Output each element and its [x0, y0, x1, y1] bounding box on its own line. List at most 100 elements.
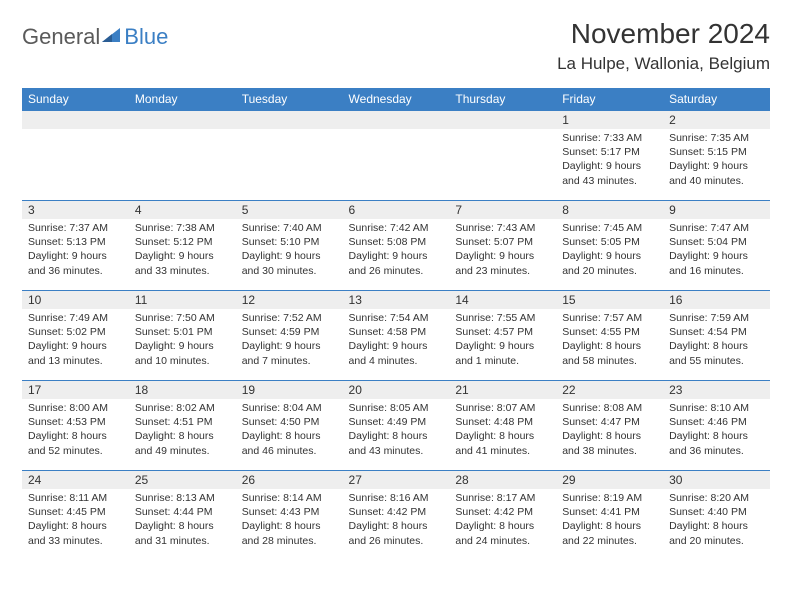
daylight-text: Daylight: 9 hours and 4 minutes.: [349, 339, 444, 367]
sunset-text: Sunset: 4:48 PM: [455, 415, 550, 429]
week-row: 24Sunrise: 8:11 AMSunset: 4:45 PMDayligh…: [22, 471, 770, 561]
day-content: Sunrise: 7:33 AMSunset: 5:17 PMDaylight:…: [556, 129, 663, 190]
day-number: 17: [22, 381, 129, 399]
daylight-text: Daylight: 9 hours and 16 minutes.: [669, 249, 764, 277]
day-header-monday: Monday: [129, 88, 236, 111]
daylight-text: Daylight: 9 hours and 23 minutes.: [455, 249, 550, 277]
day-content: Sunrise: 7:37 AMSunset: 5:13 PMDaylight:…: [22, 219, 129, 280]
day-number: 5: [236, 201, 343, 219]
day-header-row: Sunday Monday Tuesday Wednesday Thursday…: [22, 88, 770, 111]
day-cell: [236, 111, 343, 201]
daylight-text: Daylight: 9 hours and 1 minute.: [455, 339, 550, 367]
sunset-text: Sunset: 4:55 PM: [562, 325, 657, 339]
sunset-text: Sunset: 4:58 PM: [349, 325, 444, 339]
day-cell: 24Sunrise: 8:11 AMSunset: 4:45 PMDayligh…: [22, 471, 129, 561]
sunrise-text: Sunrise: 7:45 AM: [562, 221, 657, 235]
day-number: 23: [663, 381, 770, 399]
day-cell: 22Sunrise: 8:08 AMSunset: 4:47 PMDayligh…: [556, 381, 663, 471]
day-content: Sunrise: 8:11 AMSunset: 4:45 PMDaylight:…: [22, 489, 129, 550]
week-row: 1Sunrise: 7:33 AMSunset: 5:17 PMDaylight…: [22, 111, 770, 201]
week-row: 10Sunrise: 7:49 AMSunset: 5:02 PMDayligh…: [22, 291, 770, 381]
day-cell: 13 Sunrise: 7:54 AMSunset: 4:58 PMDayligh…: [343, 291, 450, 381]
day-number: 13: [343, 291, 450, 309]
day-header-saturday: Saturday: [663, 88, 770, 111]
sunrise-text: Sunrise: 7:47 AM: [669, 221, 764, 235]
day-content: Sunrise: 8:14 AMSunset: 4:43 PMDaylight:…: [236, 489, 343, 550]
day-number: 4: [129, 201, 236, 219]
sunrise-text: Sunrise: 7:49 AM: [28, 311, 123, 325]
day-cell: [22, 111, 129, 201]
daylight-text: Daylight: 8 hours and 31 minutes.: [135, 519, 230, 547]
sunrise-text: Sunrise: 7:35 AM: [669, 131, 764, 145]
sunrise-text: Sunrise: 7:54 AM: [349, 311, 444, 325]
day-number: 27: [343, 471, 450, 489]
day-cell: 27Sunrise: 8:16 AMSunset: 4:42 PMDayligh…: [343, 471, 450, 561]
sunset-text: Sunset: 4:51 PM: [135, 415, 230, 429]
sunset-text: Sunset: 5:04 PM: [669, 235, 764, 249]
day-content: Sunrise: 8:20 AMSunset: 4:40 PMDaylight:…: [663, 489, 770, 550]
day-number: 6: [343, 201, 450, 219]
day-content: Sunrise: 8:13 AMSunset: 4:44 PMDaylight:…: [129, 489, 236, 550]
day-number: 12: [236, 291, 343, 309]
day-cell: 29Sunrise: 8:19 AMSunset: 4:41 PMDayligh…: [556, 471, 663, 561]
day-number: 9: [663, 201, 770, 219]
sunset-text: Sunset: 5:08 PM: [349, 235, 444, 249]
day-content: Sunrise: 8:04 AMSunset: 4:50 PMDaylight:…: [236, 399, 343, 460]
daylight-text: Daylight: 8 hours and 28 minutes.: [242, 519, 337, 547]
day-content: Sunrise: 7:43 AMSunset: 5:07 PMDaylight:…: [449, 219, 556, 280]
sunset-text: Sunset: 4:46 PM: [669, 415, 764, 429]
logo-text-blue: Blue: [124, 24, 168, 50]
day-cell: 25Sunrise: 8:13 AMSunset: 4:44 PMDayligh…: [129, 471, 236, 561]
day-cell: 5Sunrise: 7:40 AMSunset: 5:10 PMDaylight…: [236, 201, 343, 291]
logo: General Blue: [22, 18, 168, 50]
day-content: Sunrise: 7:35 AMSunset: 5:15 PMDaylight:…: [663, 129, 770, 190]
day-content: Sunrise: 8:02 AMSunset: 4:51 PMDaylight:…: [129, 399, 236, 460]
empty-day-bar: [129, 111, 236, 129]
day-number: 30: [663, 471, 770, 489]
daylight-text: Daylight: 9 hours and 10 minutes.: [135, 339, 230, 367]
day-cell: [343, 111, 450, 201]
sunset-text: Sunset: 4:54 PM: [669, 325, 764, 339]
daylight-text: Daylight: 8 hours and 55 minutes.: [669, 339, 764, 367]
daylight-text: Daylight: 9 hours and 20 minutes.: [562, 249, 657, 277]
sunset-text: Sunset: 5:17 PM: [562, 145, 657, 159]
daylight-text: Daylight: 9 hours and 13 minutes.: [28, 339, 123, 367]
sunset-text: Sunset: 5:05 PM: [562, 235, 657, 249]
daylight-text: Daylight: 9 hours and 36 minutes.: [28, 249, 123, 277]
day-number: 29: [556, 471, 663, 489]
daylight-text: Daylight: 8 hours and 41 minutes.: [455, 429, 550, 457]
day-content: Sunrise: 8:10 AMSunset: 4:46 PMDaylight:…: [663, 399, 770, 460]
day-cell: 10Sunrise: 7:49 AMSunset: 5:02 PMDayligh…: [22, 291, 129, 381]
sunset-text: Sunset: 4:42 PM: [349, 505, 444, 519]
sunrise-text: Sunrise: 8:07 AM: [455, 401, 550, 415]
daylight-text: Daylight: 8 hours and 33 minutes.: [28, 519, 123, 547]
day-cell: [449, 111, 556, 201]
sunset-text: Sunset: 4:45 PM: [28, 505, 123, 519]
day-number: 20: [343, 381, 450, 399]
sunrise-text: Sunrise: 8:19 AM: [562, 491, 657, 505]
day-content: Sunrise: 7:45 AMSunset: 5:05 PMDaylight:…: [556, 219, 663, 280]
day-number: 8: [556, 201, 663, 219]
day-cell: 18Sunrise: 8:02 AMSunset: 4:51 PMDayligh…: [129, 381, 236, 471]
day-cell: 12Sunrise: 7:52 AMSunset: 4:59 PMDayligh…: [236, 291, 343, 381]
sunrise-text: Sunrise: 8:14 AM: [242, 491, 337, 505]
daylight-text: Daylight: 8 hours and 20 minutes.: [669, 519, 764, 547]
sunrise-text: Sunrise: 7:52 AM: [242, 311, 337, 325]
day-cell: 23Sunrise: 8:10 AMSunset: 4:46 PMDayligh…: [663, 381, 770, 471]
day-cell: 9 Sunrise: 7:47 AMSunset: 5:04 PMDaylight…: [663, 201, 770, 291]
sunrise-text: Sunrise: 8:13 AM: [135, 491, 230, 505]
sunset-text: Sunset: 4:44 PM: [135, 505, 230, 519]
day-cell: 7Sunrise: 7:43 AMSunset: 5:07 PMDaylight…: [449, 201, 556, 291]
daylight-text: Daylight: 9 hours and 7 minutes.: [242, 339, 337, 367]
sunset-text: Sunset: 5:02 PM: [28, 325, 123, 339]
day-number: 3: [22, 201, 129, 219]
sunrise-text: Sunrise: 8:08 AM: [562, 401, 657, 415]
day-content: Sunrise: 8:05 AMSunset: 4:49 PMDaylight:…: [343, 399, 450, 460]
day-number: 24: [22, 471, 129, 489]
day-header-sunday: Sunday: [22, 88, 129, 111]
sunset-text: Sunset: 5:15 PM: [669, 145, 764, 159]
calendar-page: General Blue November 2024 La Hulpe, Wal…: [0, 0, 792, 571]
calendar-body: 1Sunrise: 7:33 AMSunset: 5:17 PMDaylight…: [22, 111, 770, 561]
sunrise-text: Sunrise: 7:40 AM: [242, 221, 337, 235]
day-content: Sunrise: 8:19 AMSunset: 4:41 PMDaylight:…: [556, 489, 663, 550]
